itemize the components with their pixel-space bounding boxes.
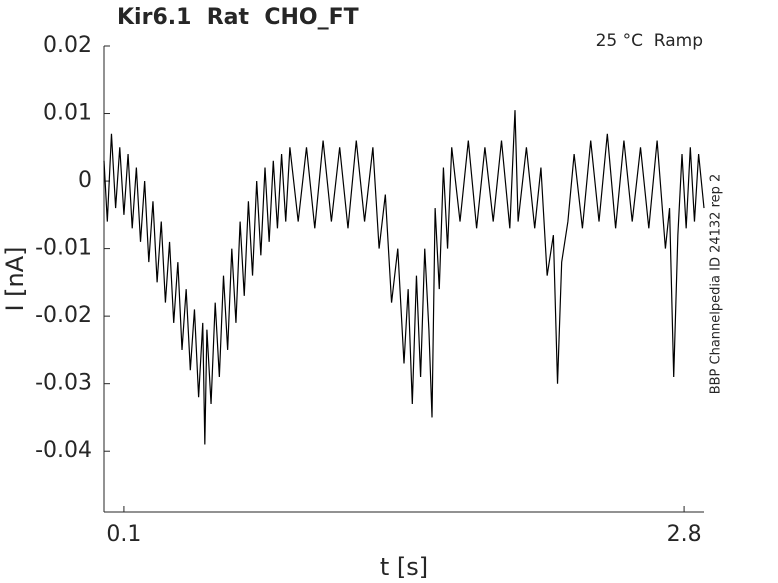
y-tick-label: 0.01 [43,101,92,126]
y-tick-label: -0.01 [35,236,92,261]
annotation: 25 °C Ramp [596,31,703,51]
y-tick-label: -0.04 [35,438,92,463]
x-tick-label: 0.1 [106,522,141,547]
x-axis-label: t [s] [380,553,428,581]
x-tick-label: 2.8 [667,522,702,547]
chart-title: Kir6.1 Rat CHO_FT [117,5,359,30]
side-note: BBP Channelpedia ID 24132 rep 2 [709,174,724,395]
y-tick-label: 0.02 [43,33,92,58]
trace-line [103,110,705,445]
y-axis-label: I [nA] [1,246,29,311]
y-tick-label: -0.02 [35,303,92,328]
y-tick-label: -0.03 [35,371,92,396]
y-tick-label: 0 [78,168,92,193]
